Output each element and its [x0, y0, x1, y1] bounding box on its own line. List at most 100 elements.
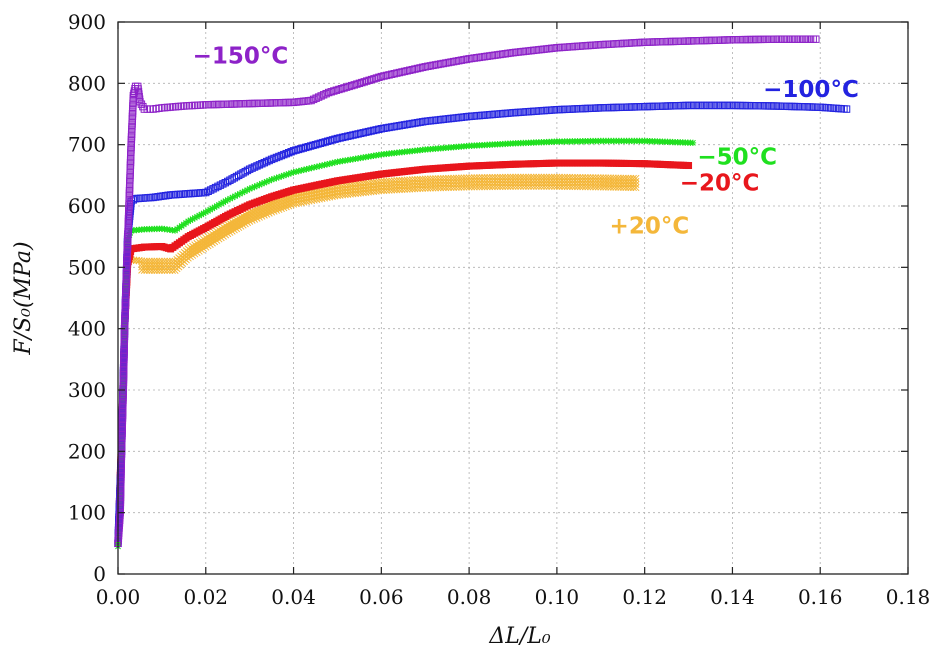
data-point — [363, 77, 371, 85]
data-point — [568, 183, 576, 191]
data-point — [211, 238, 219, 246]
data-point — [543, 182, 551, 190]
data-point — [322, 89, 330, 98]
data-point — [226, 195, 234, 202]
data-point — [239, 189, 246, 196]
data-point — [594, 183, 602, 191]
data-point — [375, 125, 383, 133]
data-point — [216, 181, 225, 189]
data-point — [439, 184, 447, 192]
data-point — [355, 79, 364, 88]
data-point — [268, 208, 276, 216]
data-point — [160, 266, 169, 274]
data-point — [265, 209, 273, 217]
data-point — [468, 183, 476, 191]
data-point — [191, 214, 199, 222]
data-point — [283, 171, 290, 178]
data-point — [314, 140, 322, 148]
data-point — [380, 72, 388, 80]
x-tick-label: 0.04 — [271, 585, 316, 609]
data-point — [319, 138, 327, 147]
data-point — [342, 83, 351, 91]
data-point — [318, 162, 326, 169]
data-point — [220, 199, 227, 206]
data-point — [335, 85, 343, 94]
data-point — [284, 149, 293, 157]
data-point — [558, 182, 566, 190]
data-series — [114, 35, 851, 550]
data-point — [209, 185, 217, 193]
data-point — [506, 182, 514, 190]
data-point — [465, 183, 473, 191]
y-tick-label: 800 — [68, 71, 106, 95]
x-tick-label: 0.08 — [447, 585, 492, 609]
data-point — [390, 70, 398, 78]
data-point — [364, 127, 373, 136]
y-axis-title: F/S₀(MPa) — [11, 241, 36, 355]
data-point — [277, 205, 285, 213]
data-point — [685, 162, 693, 170]
data-point — [209, 205, 216, 212]
data-point — [208, 239, 216, 247]
data-point — [329, 159, 336, 167]
y-tick-label: 600 — [68, 194, 106, 218]
data-point — [561, 182, 569, 191]
data-point — [253, 182, 261, 189]
data-point — [306, 142, 315, 150]
data-point — [328, 136, 337, 144]
data-point — [275, 205, 283, 214]
data-point — [370, 75, 378, 83]
data-point — [429, 184, 437, 192]
y-tick-label: 500 — [68, 255, 106, 279]
data-point — [145, 266, 153, 274]
data-point — [250, 215, 259, 223]
data-point — [579, 183, 587, 191]
data-point — [204, 242, 212, 250]
data-point — [231, 192, 239, 200]
data-point — [148, 266, 156, 274]
x-tick-label: 0.16 — [798, 585, 843, 609]
data-point — [372, 74, 381, 82]
data-point — [491, 183, 499, 191]
data-point — [235, 223, 243, 232]
data-point — [514, 182, 522, 190]
data-point — [251, 183, 258, 190]
data-point — [426, 184, 434, 192]
data-point — [571, 183, 579, 191]
data-point — [275, 173, 283, 181]
data-point — [215, 235, 223, 243]
x-tick-label: 0.14 — [710, 585, 755, 609]
data-point — [232, 225, 241, 233]
data-point — [555, 182, 564, 190]
series-label: +20°C — [610, 214, 690, 240]
data-point — [282, 149, 290, 158]
data-point — [326, 136, 334, 145]
data-point — [202, 243, 210, 251]
data-point — [338, 133, 347, 142]
data-point — [300, 166, 308, 174]
data-point — [316, 139, 325, 148]
axis-ticks: 0.00 0.02 0.04 0.06 0.08 0.10 0.12 0.14 0.16 0.18… — [68, 10, 930, 609]
data-point — [222, 197, 229, 205]
data-point — [268, 176, 275, 183]
data-point — [349, 131, 357, 139]
data-point — [550, 182, 558, 190]
data-point — [400, 67, 409, 76]
data-point — [360, 78, 368, 86]
data-point — [348, 81, 356, 90]
x-tick-label: 0.12 — [622, 585, 667, 609]
data-point — [308, 164, 315, 172]
data-point — [311, 140, 320, 149]
data-point — [395, 68, 404, 77]
data-point — [213, 236, 221, 244]
data-point — [143, 266, 151, 274]
data-point — [522, 182, 530, 190]
data-point — [206, 240, 214, 248]
data-point — [256, 181, 263, 188]
series-−50°C — [114, 137, 697, 550]
data-point — [455, 183, 463, 191]
data-point — [265, 177, 273, 184]
data-point — [584, 183, 592, 191]
data-point — [314, 93, 323, 101]
data-point — [214, 182, 222, 191]
